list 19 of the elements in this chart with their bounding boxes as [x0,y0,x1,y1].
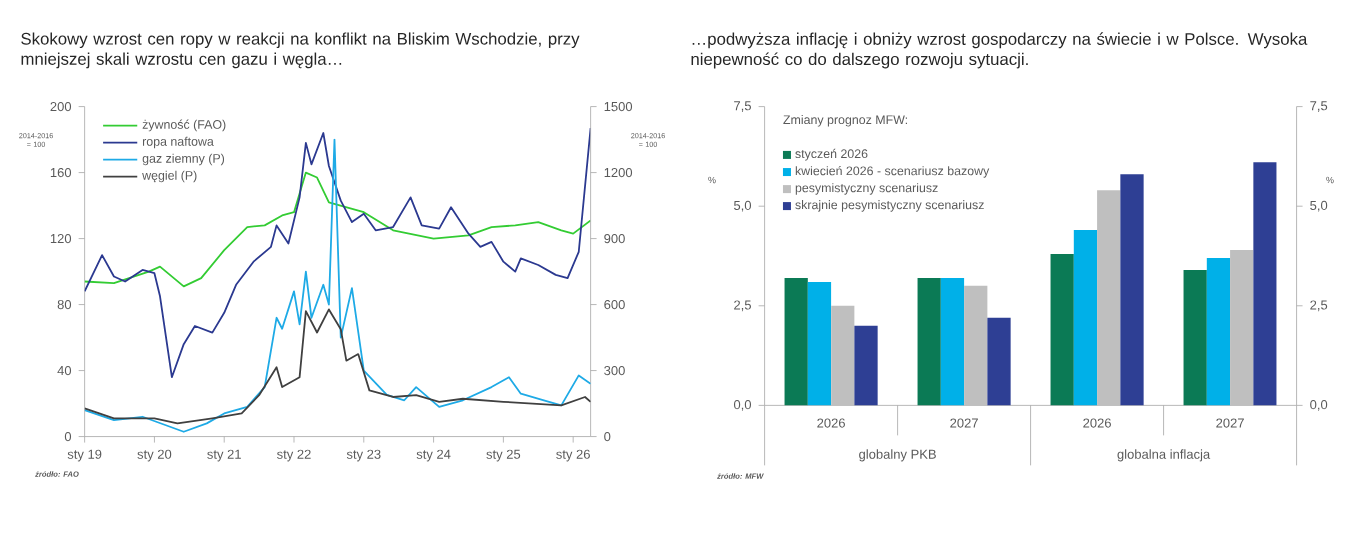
bar [917,277,941,406]
bar [940,277,965,406]
bar [987,317,1011,406]
line-series [84,308,591,425]
bar [1097,190,1121,406]
bar [1206,257,1231,406]
chart-title: …podwyższa inflację i obniży wzrost gospodarczy na świecie i w Polsce. Wysoka niepewność co do dalszego rozwoju sytuacji. [691,32,1308,69]
bar [831,305,855,406]
bar [1120,174,1144,406]
bar [1253,162,1277,406]
bar [964,285,988,406]
chart-title: Skokowy wzrost cen ropy w reakcji na konflikt na Bliskim Wschodzie, przy mniejszej skali wzrostu cen gazu i węgla… [21,32,580,69]
bar [854,325,878,406]
bar [784,277,808,406]
bar [1073,230,1098,406]
bar [1230,250,1254,406]
bar [1050,254,1074,406]
bar [807,281,832,406]
bar [1183,269,1207,406]
